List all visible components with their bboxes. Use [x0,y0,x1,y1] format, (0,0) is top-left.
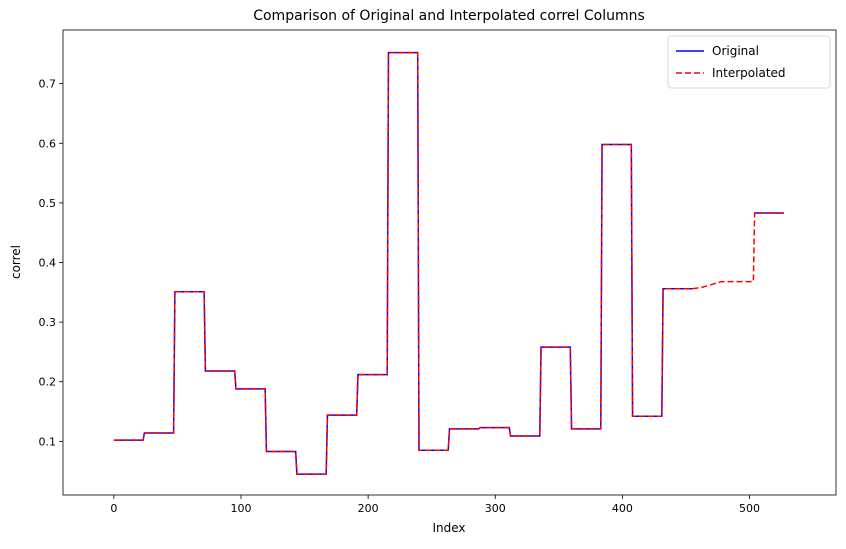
x-tick-label: 500 [739,502,760,515]
legend-label-original: Original [712,44,759,58]
x-tick-label: 100 [230,502,251,515]
y-tick-label: 0.3 [39,316,57,329]
y-tick-label: 0.1 [39,435,57,448]
series-interpolated [113,51,784,475]
y-tick-label: 0.6 [39,137,57,150]
y-axis-label: correl [9,245,23,279]
plot-area: 0 100 200 300 400 500 0.1 0.2 0.3 0.4 0.5 0.6 0.7 [39,29,837,515]
legend-label-interpolated: Interpolated [712,66,786,80]
chart-title: Comparison of Original and Interpolated … [253,8,645,24]
y-tick-label: 0.2 [39,376,57,389]
y-tick-label: 0.4 [39,257,57,270]
series-line-interpolated [113,51,784,475]
x-tick-label: 0 [110,502,117,515]
legend-box [667,35,831,89]
x-tick-label: 200 [358,502,379,515]
y-tick-label: 0.7 [39,78,57,91]
y-tick-label: 0.5 [39,197,57,210]
x-axis-label: Index [432,521,465,535]
x-tick-label: 400 [612,502,633,515]
legend: Original Interpolated [667,35,831,89]
x-tick-label: 300 [485,502,506,515]
